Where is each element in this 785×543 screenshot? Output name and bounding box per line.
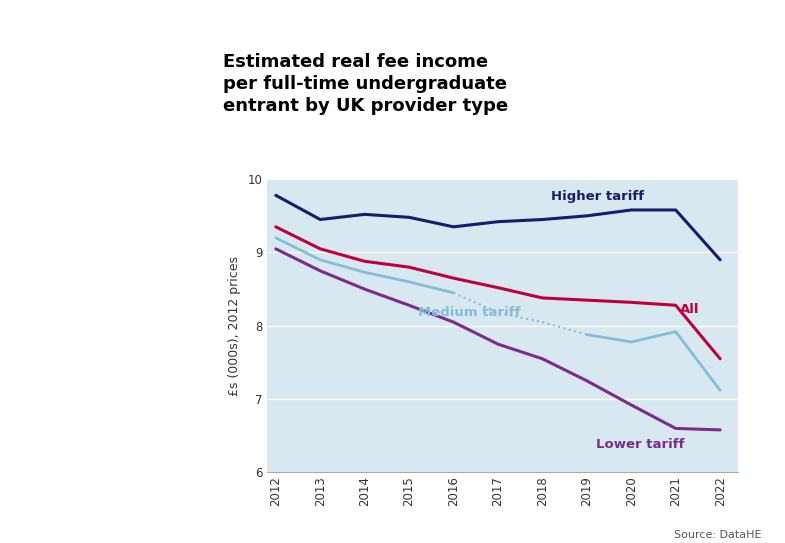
Text: Lower tariff: Lower tariff xyxy=(596,438,685,451)
Text: Medium tariff: Medium tariff xyxy=(418,306,520,319)
Y-axis label: £s (000s), 2012 prices: £s (000s), 2012 prices xyxy=(228,256,241,396)
Text: All: All xyxy=(680,303,699,316)
Text: Estimated real fee income
per full-time undergraduate
entrant by UK provider typ: Estimated real fee income per full-time … xyxy=(223,53,508,115)
Text: Source: DataHE: Source: DataHE xyxy=(674,531,761,540)
Text: Higher tariff: Higher tariff xyxy=(551,190,644,203)
